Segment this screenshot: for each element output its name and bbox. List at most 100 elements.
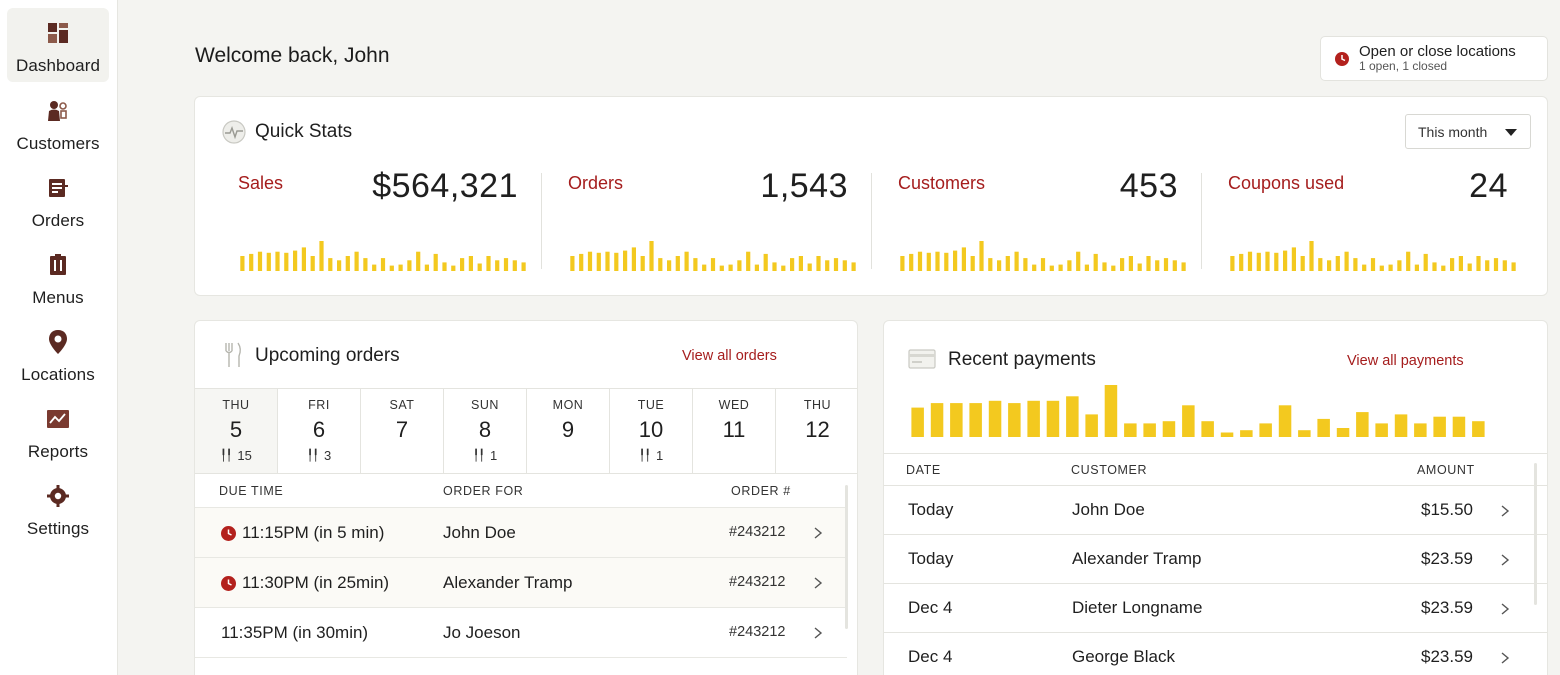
cutlery-icon: ╿╿ <box>472 449 485 462</box>
spark-bar <box>1181 262 1186 271</box>
payment-bar <box>1452 416 1466 437</box>
calendar-day[interactable]: SUN 8 ╿╿ 1 <box>444 389 527 473</box>
clock-icon <box>1335 51 1349 66</box>
order-number: #243212 <box>729 524 786 540</box>
sidebar-item-reports[interactable]: Reports <box>7 394 109 468</box>
payment-bar <box>1046 400 1060 437</box>
view-all-orders-link[interactable]: View all orders <box>682 348 777 364</box>
order-due-time: 11:15PM (in 5 min) <box>242 523 385 542</box>
payment-bar <box>988 400 1002 437</box>
table-row[interactable]: 11:30PM (in 25min) Alexander Tramp #2432… <box>195 558 847 608</box>
table-row[interactable]: 11:15PM (in 5 min) John Doe #243212 <box>195 508 847 558</box>
stat-customers: Customers 453 <box>898 167 1198 277</box>
table-row[interactable]: 11:35PM (in 30min) Jo Joeson #243212 <box>195 608 847 658</box>
table-row[interactable]: Dec 4 George Black $23.59 <box>884 632 1547 675</box>
sidebar-item-label: Menus <box>32 288 84 307</box>
sidebar-item-settings[interactable]: Settings <box>7 471 109 545</box>
spark-bar <box>503 258 509 271</box>
table-row[interactable]: Today Alexander Tramp $23.59 <box>884 534 1547 583</box>
spark-bar <box>1370 258 1376 271</box>
spark-bar <box>754 264 759 271</box>
payment-bar <box>1433 416 1446 437</box>
spark-bar <box>781 265 786 271</box>
spark-bar <box>596 252 601 271</box>
spark-bar <box>1247 251 1253 271</box>
payment-bar <box>1356 412 1369 437</box>
calendar-day[interactable]: SAT 7 <box>361 389 444 473</box>
sidebar-item-locations[interactable]: Locations <box>7 317 109 391</box>
calendar-date: 12 <box>805 417 830 442</box>
calendar-day[interactable]: TUE 10 ╿╿ 1 <box>610 389 693 473</box>
spark-bar <box>587 251 593 271</box>
spark-bar <box>1467 263 1472 271</box>
spark-bar <box>763 253 768 271</box>
divider <box>195 507 847 508</box>
spark-bar <box>833 258 839 271</box>
spark-bar <box>917 251 923 271</box>
spark-bar <box>953 250 958 271</box>
payment-bar <box>1104 385 1118 437</box>
calendar-order-count: 15 <box>237 447 252 463</box>
sidebar-item-menus[interactable]: Menus <box>7 240 109 314</box>
spark-bar <box>512 260 517 271</box>
sidebar-item-dashboard[interactable]: Dashboard <box>7 8 109 82</box>
view-all-payments-link[interactable]: View all payments <box>1347 353 1464 369</box>
spark-bar <box>851 262 856 271</box>
spark-bar <box>1511 262 1516 271</box>
stat-label: Customers <box>898 173 986 193</box>
upcoming-orders-card: Upcoming orders View all orders THU 5 ╿╿… <box>194 320 858 675</box>
recent-payments-card: Recent payments View all payments DATE C… <box>883 320 1548 675</box>
spark-bar <box>433 253 438 271</box>
calendar-day[interactable]: THU 12 <box>776 389 857 473</box>
payment-bar <box>950 403 963 437</box>
payments-bar-chart <box>911 385 1485 437</box>
spark-bar <box>842 260 847 271</box>
stat-coupons: Coupons used 24 <box>1228 167 1528 277</box>
calendar-day[interactable]: THU 5 ╿╿ 15 <box>195 389 278 473</box>
calendar-day[interactable]: MON 9 <box>527 389 610 473</box>
scrollbar[interactable] <box>845 485 848 629</box>
spark-bar <box>1432 262 1437 271</box>
spark-bar <box>1502 260 1507 271</box>
cutlery-icon: ╿╿ <box>306 449 319 462</box>
payment-amount: $23.59 <box>1421 549 1473 568</box>
spark-bar <box>710 258 716 271</box>
spark-bar <box>1318 258 1323 271</box>
sidebar-item-label: Locations <box>21 365 95 384</box>
calendar-day[interactable]: WED 11 <box>693 389 776 473</box>
date-range-select[interactable]: This month <box>1405 114 1531 149</box>
calendar-weekday: SAT <box>389 398 415 412</box>
spark-bar <box>1230 256 1235 271</box>
spark-bar <box>909 253 914 271</box>
table-row[interactable]: Today John Doe $15.50 <box>884 485 1547 534</box>
sidebar-item-orders[interactable]: Orders <box>7 163 109 237</box>
spark-bar <box>1146 256 1151 271</box>
fork-knife-icon <box>225 342 241 367</box>
spark-bar <box>1485 260 1490 271</box>
table-row[interactable]: Dec 4 Dieter Longname $23.59 <box>884 583 1547 632</box>
spark-bar <box>605 251 610 271</box>
table-row[interactable] <box>195 658 847 675</box>
calendar-day[interactable]: FRI 6 ╿╿ 3 <box>278 389 361 473</box>
calendar-weekday: MON <box>552 398 584 412</box>
spark-bar <box>1014 251 1019 271</box>
calendar-date: 10 <box>638 417 664 442</box>
payment-amount: $15.50 <box>1421 500 1473 519</box>
spark-bar <box>1291 247 1296 271</box>
sidebar-item-customers[interactable]: Customers <box>7 86 109 160</box>
spark-bar <box>961 247 966 271</box>
stat-label: Sales <box>238 173 284 193</box>
calendar-weekday: THU <box>803 398 832 412</box>
chevron-right-icon <box>814 527 823 539</box>
spark-bar <box>1353 258 1358 271</box>
calendar-date: 9 <box>561 417 575 442</box>
spark-bar <box>407 260 412 271</box>
scrollbar[interactable] <box>1534 463 1537 605</box>
spark-bar <box>1414 264 1419 271</box>
spark-bar <box>389 265 394 271</box>
spark-bar <box>1379 265 1384 271</box>
spark-bar <box>1172 260 1177 271</box>
locations-toggle-button[interactable]: Open or close locations 1 open, 1 closed <box>1320 36 1548 81</box>
payment-customer: Alexander Tramp <box>1072 549 1202 568</box>
column-header-due-time: DUE TIME <box>219 484 284 498</box>
